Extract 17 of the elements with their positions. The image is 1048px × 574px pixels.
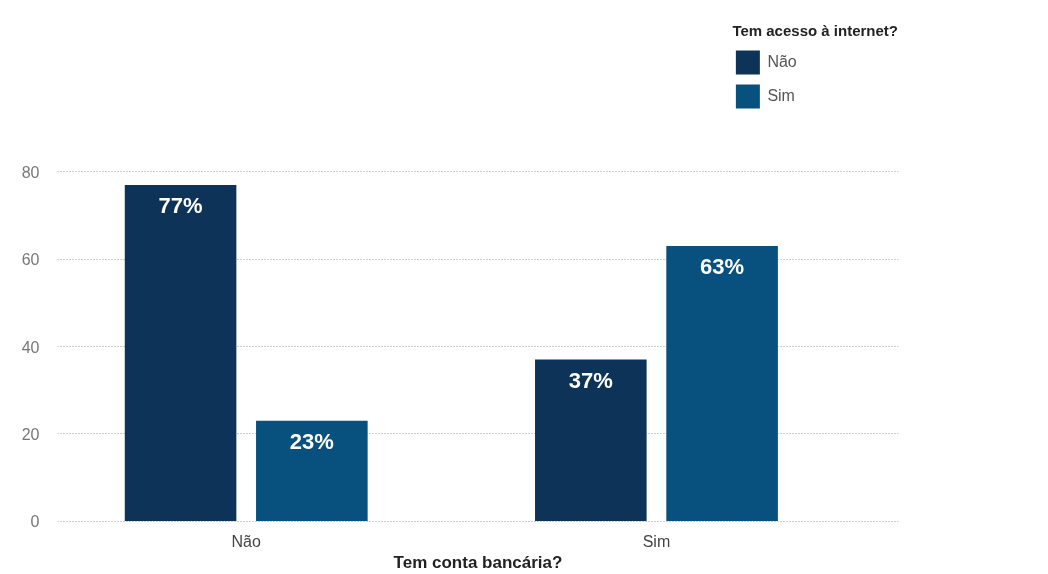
- y-tick-label: 80: [21, 163, 40, 181]
- y-tick-label: 0: [30, 513, 40, 531]
- bar: [535, 359, 647, 522]
- bar: [124, 184, 237, 522]
- y-tick-label: 60: [21, 251, 40, 269]
- legend-label: Sim: [767, 86, 795, 106]
- y-tick-label: 20: [21, 425, 40, 443]
- bar: [256, 420, 368, 522]
- legend-label: Não: [767, 52, 797, 72]
- x-axis-title: Tem conta bancária?: [393, 552, 563, 572]
- legend-title: Tem acesso à internet?: [732, 22, 898, 39]
- data-label: 63%: [700, 254, 745, 280]
- data-label: 77%: [158, 192, 203, 218]
- data-label: 37%: [568, 367, 613, 393]
- data-label: 23%: [289, 428, 334, 454]
- bar: [666, 246, 778, 522]
- y-tick-label: 40: [21, 338, 40, 356]
